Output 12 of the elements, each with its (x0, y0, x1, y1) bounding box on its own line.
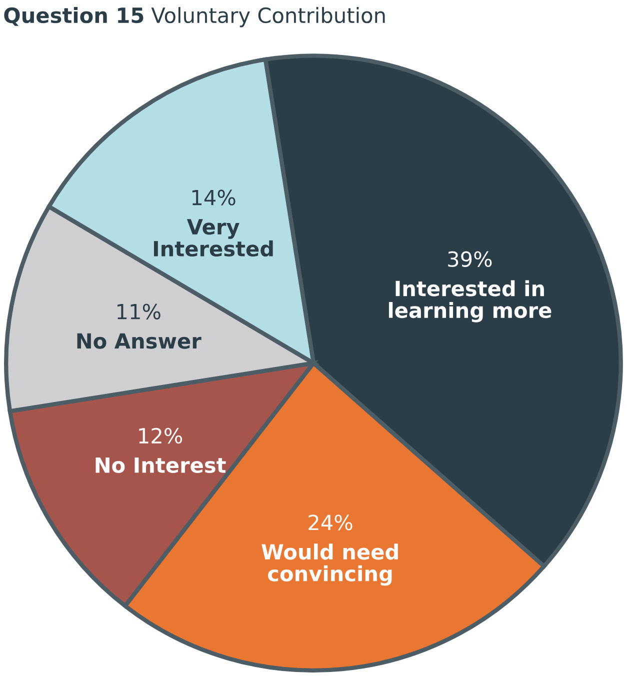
slice-label: No Interest (96, 458, 226, 473)
data-label: 39% (448, 251, 492, 267)
slice-label: Interested in learning more (388, 280, 552, 322)
chart-subtitle: Voluntary Contribution (151, 7, 385, 28)
data-label: 12% (139, 428, 182, 444)
chart-title: Question 15 (4, 7, 144, 26)
slice-label: Very Interested (154, 219, 273, 257)
data-label: 24% (308, 514, 352, 530)
data-label: 11% (118, 304, 160, 320)
data-label: 14% (192, 190, 236, 206)
slice-label: Would need convincing (262, 544, 398, 586)
slice-label: No Answer (77, 333, 202, 349)
